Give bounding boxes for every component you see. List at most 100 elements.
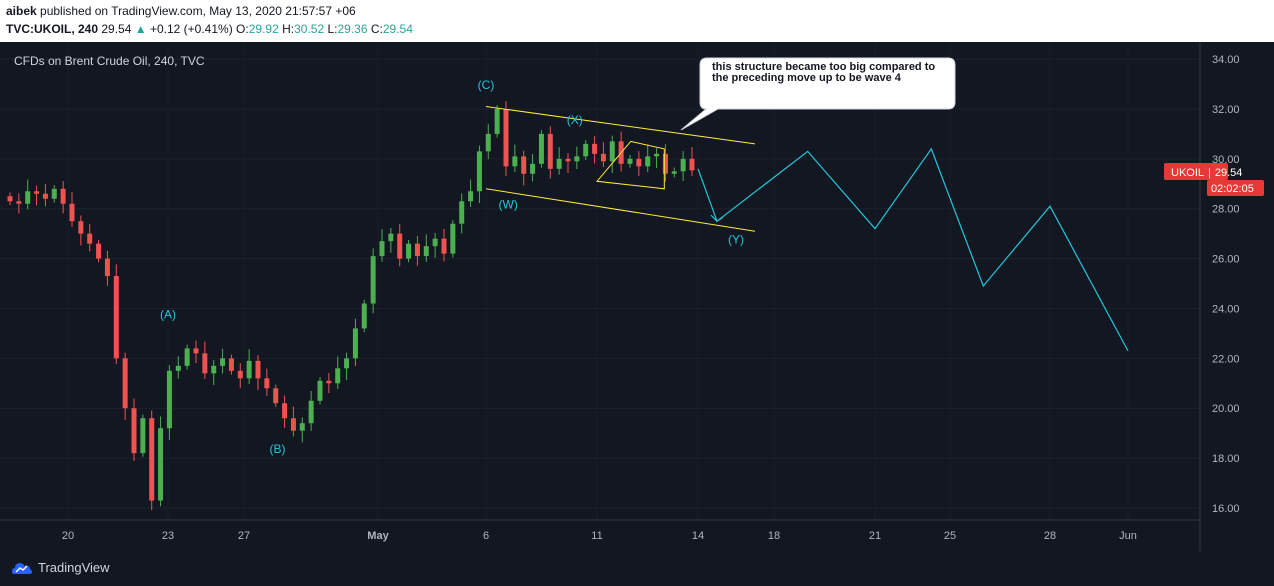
- candle-body: [51, 188, 57, 199]
- tradingview-cloud-icon: [12, 562, 32, 574]
- price-axis[interactable]: 16.00 18.00 20.00 22.00 24.00 26.00 28.00 30.00…: [1212, 54, 1240, 515]
- candle-body: [556, 158, 562, 169]
- price-tick-label: 20.00: [1212, 403, 1240, 415]
- price-tick-label: 34.00: [1212, 54, 1240, 66]
- candle-body: [255, 360, 261, 379]
- projection-path: [697, 147, 1129, 352]
- up-arrow-icon: ▲: [134, 22, 147, 36]
- price-tick-label: 22.00: [1212, 353, 1240, 365]
- badge-price: 29.54: [1215, 167, 1243, 179]
- candle-body: [87, 233, 93, 244]
- candle-body: [69, 203, 75, 222]
- candle-body: [104, 258, 110, 277]
- candle-body: [494, 108, 500, 134]
- wave-label: (X): [567, 113, 583, 127]
- candle-body: [184, 348, 190, 366]
- candle-body: [299, 423, 305, 431]
- candle-body: [592, 143, 598, 154]
- price-tick-label: 24.00: [1212, 303, 1240, 315]
- candle-body: [388, 233, 394, 242]
- candle-body: [122, 358, 128, 409]
- candle-body: [140, 418, 146, 454]
- open-label: O:: [236, 22, 249, 36]
- price-tick-label: 28.00: [1212, 204, 1240, 216]
- candle-body: [264, 378, 270, 389]
- grid-lines: [0, 42, 1200, 520]
- wave-label: (W): [499, 198, 518, 212]
- close-label: C:: [370, 22, 383, 36]
- candle-body: [273, 388, 279, 404]
- publish-info: aibek published on TradingView.com, May …: [6, 4, 356, 18]
- candle-body: [344, 358, 350, 369]
- price-tick-label: 30.00: [1212, 154, 1240, 166]
- candle-body: [131, 408, 137, 454]
- channel-lower-line: [485, 188, 756, 232]
- publish-header: aibek published on TradingView.com, May …: [0, 0, 1274, 42]
- candle-body: [290, 418, 296, 431]
- wave-x-triangle: [596, 140, 665, 190]
- candle-body: [680, 158, 686, 172]
- symbol-label: TVC:UKOIL, 240: [6, 22, 99, 36]
- candle-body: [689, 158, 695, 171]
- candle-body: [34, 191, 40, 194]
- tradingview-logo[interactable]: TradingView: [12, 560, 110, 575]
- candle-body: [326, 380, 332, 384]
- candle-body: [237, 370, 243, 379]
- wave-label: (C): [478, 78, 495, 92]
- price-tick-label: 32.00: [1212, 104, 1240, 116]
- time-tick-label: 28: [1044, 530, 1056, 542]
- candle-body: [379, 241, 385, 257]
- callout[interactable]: this structure became too big compared t…: [680, 57, 956, 131]
- chart-background: [0, 42, 1274, 551]
- candle-body: [627, 158, 633, 164]
- candle-body: [521, 156, 527, 174]
- time-axis[interactable]: 20 23 27 May 6 11 14 18 21 25 28 Jun: [62, 530, 1137, 542]
- candle-body: [512, 156, 518, 167]
- candle-body: [202, 353, 208, 374]
- candle-body: [468, 191, 474, 202]
- candle-body: [7, 196, 13, 202]
- candle-body: [503, 108, 509, 167]
- candle-body: [175, 365, 181, 371]
- candle-body: [547, 133, 553, 169]
- channel-upper-line: [485, 106, 756, 145]
- candle-body: [352, 328, 358, 359]
- wave-label: (A): [160, 307, 176, 321]
- candle-body: [113, 276, 119, 359]
- candle-body: [42, 193, 48, 199]
- candle-body: [450, 223, 456, 254]
- time-tick-label: 18: [768, 530, 780, 542]
- candle-body: [636, 158, 642, 167]
- low-label: L:: [327, 22, 338, 36]
- callout-bubble: [680, 57, 956, 131]
- candle-body: [574, 156, 580, 162]
- candle-body: [60, 188, 66, 204]
- author-name[interactable]: aibek: [6, 4, 37, 18]
- candle-body: [166, 370, 172, 429]
- callout-body: this structure became too big compared t…: [712, 62, 935, 84]
- time-tick-label: 23: [162, 530, 174, 542]
- candle-body: [459, 201, 465, 224]
- price-chart[interactable]: 16.00 18.00 20.00 22.00 24.00 26.00 28.00 30.00…: [0, 42, 1274, 551]
- close-value: 29.54: [382, 22, 413, 36]
- candle-body: [282, 403, 288, 419]
- candle-body: [397, 233, 403, 259]
- price-tick-label: 16.00: [1212, 503, 1240, 515]
- candle-body: [149, 418, 155, 501]
- candle-body: [246, 360, 252, 379]
- svg-text:UKOIL|29.54: UKOIL | 29.54: [1171, 167, 1242, 179]
- candle-body: [16, 201, 22, 204]
- low-value: 29.36: [337, 22, 368, 36]
- candle-body: [361, 303, 367, 329]
- countdown: 02:02:05: [1211, 183, 1254, 195]
- candle-body: [441, 238, 447, 254]
- time-tick-label: 6: [483, 530, 489, 542]
- candle-body: [423, 246, 429, 257]
- candle-body: [530, 163, 536, 174]
- candle-body: [432, 238, 438, 247]
- time-tick-label: 25: [944, 530, 956, 542]
- candle-body: [414, 243, 420, 257]
- drawings[interactable]: [485, 106, 1129, 352]
- candle-body: [308, 400, 314, 424]
- candle-body: [96, 243, 102, 259]
